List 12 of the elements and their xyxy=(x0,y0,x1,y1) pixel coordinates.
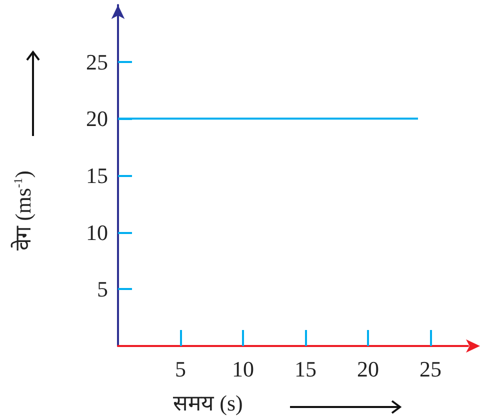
x-tick-label: 5 xyxy=(175,356,186,382)
x-tick-label: 20 xyxy=(357,356,379,382)
y-tick-label: 25 xyxy=(86,49,108,74)
y-tick-label: 20 xyxy=(86,106,108,132)
x-tick-label: 15 xyxy=(294,356,316,382)
x-axis-title: समय (s) xyxy=(173,390,243,416)
x-tick-label: 25 xyxy=(420,356,442,382)
y-tick-label: 10 xyxy=(86,220,108,245)
y-tick-label: 15 xyxy=(86,163,108,188)
y-tick-label: 5 xyxy=(97,276,108,302)
y-axis-title: वेग (ms-1) xyxy=(10,170,36,250)
x-tick-label: 10 xyxy=(232,356,254,382)
